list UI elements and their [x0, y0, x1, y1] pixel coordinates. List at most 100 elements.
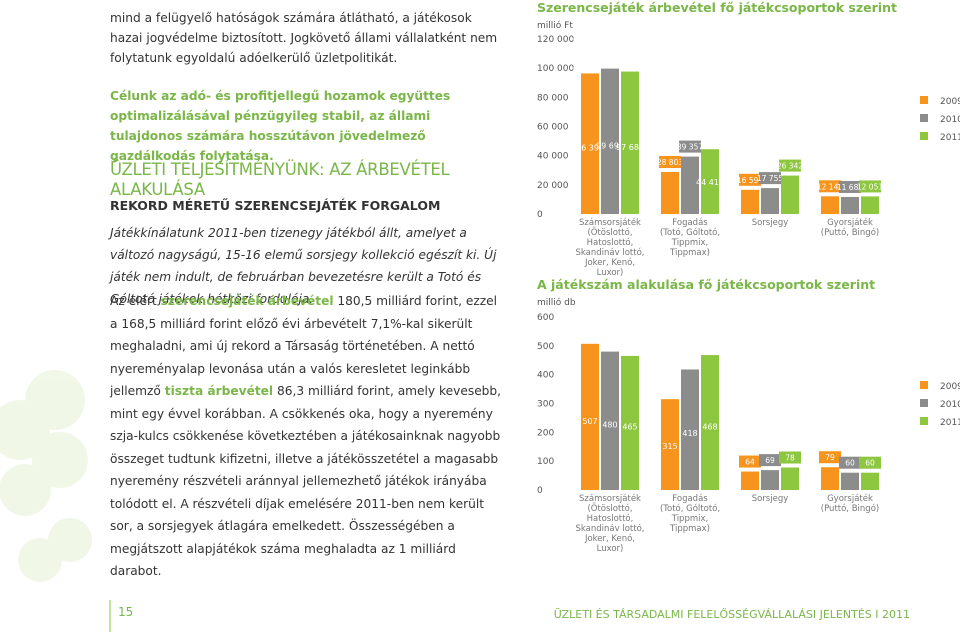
x-tick-label: Tippmix, — [671, 238, 708, 248]
value-label: 28 803 — [657, 158, 683, 167]
x-tick-label: Tippmax) — [669, 524, 710, 534]
bar — [661, 171, 679, 214]
chart-title: Szerencsejáték árbevétel fő játékcsoport… — [537, 0, 897, 15]
subheading: REKORD MÉRETŰ SZERENCSEJÁTÉK FORGALOM — [110, 198, 441, 213]
value-label: 69 — [765, 456, 775, 465]
y-tick-label: 120 000 — [537, 35, 574, 45]
chart-title: A játékszám alakulása fő játékcsoportok … — [537, 277, 875, 292]
y-tick-label: 300 — [537, 400, 554, 410]
x-tick-label: Skandináv lottó, — [576, 247, 645, 258]
value-label: 60 — [865, 459, 875, 468]
y-tick-label: 200 — [537, 428, 554, 438]
x-tick-label: Tippmax) — [669, 248, 710, 258]
x-tick-label: Skandináv lottó, — [576, 523, 645, 534]
legend-label: 2009 — [940, 382, 960, 392]
value-label: 78 — [785, 454, 795, 463]
value-label: 465 — [622, 423, 637, 432]
x-tick-label: Gyorsjáték — [827, 217, 873, 228]
legend-swatch — [920, 381, 928, 389]
bar — [701, 355, 719, 490]
goal: Célunk az adó- és profitjellegű hozamok … — [110, 89, 451, 163]
value-label: 315 — [662, 442, 677, 451]
x-tick-label: Joker, Kenó, — [584, 533, 635, 544]
label-box — [759, 454, 781, 467]
x-tick-label: Hatoslottó, — [587, 237, 634, 248]
y-tick-label: 0 — [537, 210, 543, 220]
x-tick-label: Sorsjegy — [752, 218, 789, 228]
legend-label: 2010 — [940, 115, 960, 125]
label-box — [759, 172, 781, 185]
legend-swatch — [920, 114, 928, 122]
bar — [861, 472, 879, 490]
y-tick-label: 100 000 — [537, 64, 574, 74]
bar — [821, 467, 839, 490]
intro: mind a felügyelő hatóságok számára átlát… — [110, 11, 498, 65]
axis-label: millió Ft — [537, 20, 573, 31]
y-tick-label: 600 — [537, 313, 554, 323]
x-tick-label: (Totó, Góltotó, — [660, 227, 720, 238]
text: 180,5 milliárd forint, ezzel a 168,5 mil… — [110, 294, 498, 398]
value-label: 96 394 — [576, 144, 604, 153]
legend-label: 2011 — [940, 418, 960, 428]
bar — [661, 399, 679, 490]
label-box — [839, 180, 861, 193]
bar — [861, 196, 879, 214]
y-tick-label: 0 — [537, 486, 543, 496]
bar — [681, 369, 699, 490]
bar — [681, 156, 699, 214]
bar — [761, 188, 779, 214]
label-box — [659, 155, 681, 168]
bar — [601, 351, 619, 490]
label-box — [779, 451, 801, 464]
y-tick-label: 500 — [537, 342, 554, 352]
value-label: 418 — [682, 429, 697, 438]
label-box — [839, 456, 861, 469]
value-label: 79 — [825, 453, 835, 462]
x-tick-label: Sorsjegy — [752, 494, 789, 504]
text: 86,3 milliárd forint, amely kevesebb, mi… — [110, 384, 502, 578]
value-label: 12 051 — [857, 182, 883, 191]
label-box — [859, 456, 881, 469]
y-tick-label: 400 — [537, 371, 554, 381]
y-tick-label: 100 — [537, 457, 554, 467]
y-tick-label: 20 000 — [537, 181, 569, 191]
label-box — [819, 180, 841, 193]
x-tick-label: (Ötöslottó, — [587, 227, 632, 238]
legend-label: 2009 — [940, 97, 960, 107]
bar — [581, 343, 599, 490]
legend-swatch — [920, 399, 928, 407]
x-tick-label: Luxor) — [597, 268, 624, 278]
bar — [781, 467, 799, 490]
x-tick-label: Tippmix, — [671, 514, 708, 524]
value-label: 64 — [745, 458, 755, 467]
footer: ÜZLETI ÉS TÁRSADALMI FELELŐSSÉGVÁLLALÁSI… — [554, 607, 910, 621]
value-label: 60 — [845, 459, 855, 468]
value-label: 26 342 — [777, 162, 803, 171]
heading: ÜZLETI TELJESÍTMÉNYÜNK: AZ ÁRBEVÉTEL ALA… — [110, 160, 450, 199]
legend-swatch — [920, 96, 928, 104]
paragraph: Játékkínálatunk 2011-ben tizenegy játékb… — [110, 226, 497, 306]
value-label: 12 144 — [817, 182, 843, 191]
y-tick-label: 80 000 — [537, 93, 569, 103]
value-label: 44 411 — [696, 178, 724, 187]
x-tick-label: Joker, Kenó, — [584, 257, 635, 268]
x-tick-label: Fogadás — [672, 218, 708, 228]
x-tick-label: Hatoslottó, — [587, 513, 634, 524]
value-label: 11 680 — [837, 183, 863, 192]
x-tick-label: Számsorsjáték — [579, 493, 641, 504]
label-box — [739, 455, 761, 468]
x-tick-label: (Puttó, Bingó) — [821, 227, 879, 238]
paragraph: Az elért szerencsejáték árbevétel 180,5 … — [110, 290, 502, 583]
legend-swatch — [920, 417, 928, 425]
highlight: tiszta árbevétel — [164, 384, 274, 398]
value-label: 480 — [602, 421, 617, 430]
bar — [621, 355, 639, 490]
x-tick-label: Számsorsjáték — [579, 217, 641, 228]
value-label: 97 682 — [616, 143, 644, 152]
bar — [621, 71, 639, 214]
label-box — [859, 180, 881, 193]
y-tick-label: 60 000 — [537, 123, 569, 133]
x-tick-label: (Totó, Góltotó, — [660, 503, 720, 514]
